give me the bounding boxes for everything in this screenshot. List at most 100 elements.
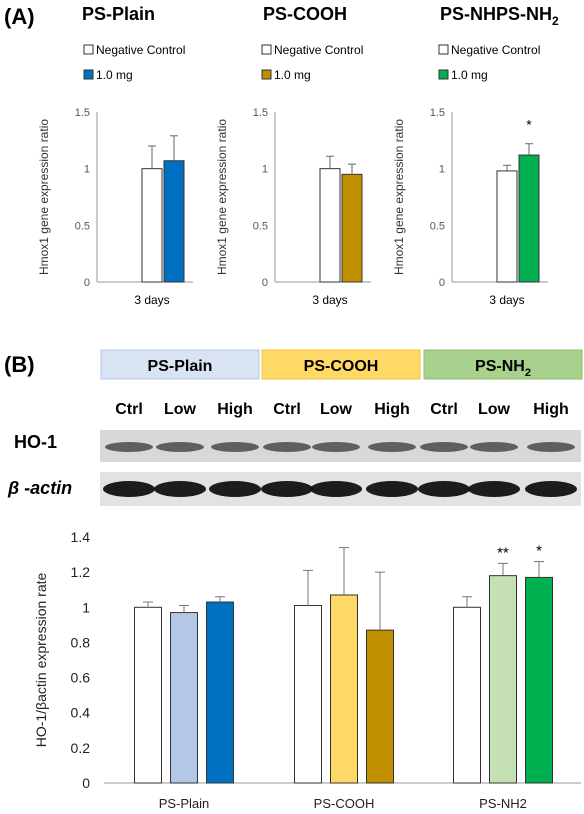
- bar-treatment: [163, 160, 185, 283]
- y-tick-label: 0.8: [71, 634, 91, 650]
- chart-a-2: PS-COOH Negative Control 1.0 mg Hmox1 gene …: [215, 4, 371, 307]
- y-axis-label: Hmox1 gene expression ratio: [37, 119, 51, 275]
- actin-band: [209, 481, 261, 497]
- chart-title: PS-NHPS-NH2: [440, 4, 559, 28]
- chart-title: PS-Plain: [82, 4, 155, 24]
- y-axis-label: Hmox1 gene expression ratio: [215, 119, 229, 275]
- ho1-band: [312, 442, 360, 452]
- bar: [206, 601, 234, 784]
- y-tick-label: 1: [82, 599, 90, 615]
- lane-label: Ctrl: [273, 401, 301, 418]
- legend-swatch-treatment: [83, 69, 94, 80]
- significance-star: *: [526, 117, 532, 133]
- group-band-3: [423, 349, 583, 380]
- x-category-label: PS-NH2: [479, 796, 527, 811]
- actin-band: [310, 481, 362, 497]
- x-category-label: 3 days: [489, 293, 524, 307]
- y-tick-label: 1.4: [71, 529, 91, 545]
- group-band-1: [100, 349, 260, 380]
- y-tick-label: 0.4: [71, 705, 91, 721]
- ho1-band: [470, 442, 518, 452]
- y-tick-label: 0.2: [71, 740, 91, 756]
- legend-swatch-control: [83, 44, 94, 55]
- y-tick-label: 0: [82, 775, 90, 791]
- x-category-label: 3 days: [134, 293, 169, 307]
- y-tick-label: 1.5: [75, 107, 90, 119]
- lane-label: Low: [320, 401, 353, 418]
- lane-label: Low: [164, 401, 197, 418]
- ho1-band: [420, 442, 468, 452]
- y-tick-label: 1.5: [253, 107, 268, 119]
- y-tick-label: 0.6: [71, 670, 91, 686]
- y-tick-label: 0.5: [75, 220, 90, 232]
- bar: [330, 594, 358, 784]
- y-tick-label: 0.5: [430, 220, 445, 232]
- y-tick-label: 1.2: [71, 564, 91, 580]
- blot-label-beta-actin: β -actin: [7, 478, 72, 498]
- significance-star: **: [497, 544, 509, 561]
- legend-label-control: Negative Control: [274, 43, 363, 57]
- y-tick-label: 0: [439, 277, 445, 289]
- actin-band: [366, 481, 418, 497]
- y-tick-label: 1: [439, 164, 445, 176]
- ho1-band: [527, 442, 575, 452]
- legend-swatch-treatment: [438, 69, 449, 80]
- bar: [366, 629, 394, 784]
- ho1-band: [368, 442, 416, 452]
- legend-swatch-control: [438, 44, 449, 55]
- legend-label-control: Negative Control: [451, 43, 540, 57]
- group-band-label: PS-Plain: [148, 358, 213, 375]
- ho1-band: [156, 442, 204, 452]
- significance-star: *: [536, 543, 542, 560]
- y-axis-label: HO-1/βactin expression rate: [33, 573, 49, 748]
- bar: [525, 576, 553, 784]
- group-band-label: PS-NH2: [475, 358, 531, 379]
- actin-band: [154, 481, 206, 497]
- y-tick-label: 0: [262, 277, 268, 289]
- blot-bands: [103, 442, 577, 497]
- chart-title: PS-COOH: [263, 4, 347, 24]
- bar: [489, 575, 517, 784]
- x-category-label: PS-Plain: [159, 796, 210, 811]
- lane-label: High: [374, 401, 410, 418]
- legend-swatch-control: [261, 44, 272, 55]
- y-tick-label: 1: [262, 164, 268, 176]
- panel-b-group-bands: PS-Plain PS-COOH PS-NH2: [100, 349, 583, 380]
- actin-band: [261, 481, 313, 497]
- lane-label: Ctrl: [430, 401, 458, 418]
- x-category-label: 3 days: [312, 293, 347, 307]
- bar-control: [319, 168, 341, 283]
- bar: [170, 612, 198, 784]
- bar: [294, 605, 322, 784]
- bar: [134, 606, 162, 784]
- chart-a-3: PS-NHPS-NH2 Negative Control 1.0 mg Hmox1 g…: [392, 4, 559, 307]
- legend-label-treatment: 1.0 mg: [451, 68, 488, 82]
- panel-b-chart: HO-1/βactin expression rate 0 0.2 0.4 0.6 0.8…: [33, 529, 581, 811]
- y-tick-label: 0.5: [253, 220, 268, 232]
- bar-control: [141, 168, 163, 283]
- legend-swatch-treatment: [261, 69, 272, 80]
- panel-a-charts: PS-Plain Negative Control 1.0 mg Hmox1 gene…: [37, 4, 559, 307]
- group-band-2: [261, 349, 421, 380]
- y-axis-label: Hmox1 gene expression ratio: [392, 119, 406, 275]
- chart-title-subscript: 2: [552, 14, 559, 28]
- y-tick-label: 1.5: [430, 107, 445, 119]
- bar-treatment: [518, 154, 540, 283]
- bar-control: [496, 170, 518, 283]
- band-label-subscript: 2: [525, 367, 531, 379]
- y-tick-label: 1: [84, 164, 90, 176]
- chart-a-1: PS-Plain Negative Control 1.0 mg Hmox1 gene…: [37, 4, 193, 307]
- actin-band: [418, 481, 470, 497]
- y-tick-label: 0: [84, 277, 90, 289]
- blot-area: HO-1 β -actin: [7, 430, 581, 506]
- x-category-label: PS-COOH: [314, 796, 375, 811]
- actin-band: [525, 481, 577, 497]
- ho1-band: [263, 442, 311, 452]
- panel-a-letter: (A): [4, 4, 35, 29]
- lane-label: High: [217, 401, 253, 418]
- panel-b-lane-labels: Ctrl Low High Ctrl Low High Ctrl Low High: [115, 401, 569, 418]
- legend-label-treatment: 1.0 mg: [274, 68, 311, 82]
- ho1-band: [105, 442, 153, 452]
- lane-label: High: [533, 401, 569, 418]
